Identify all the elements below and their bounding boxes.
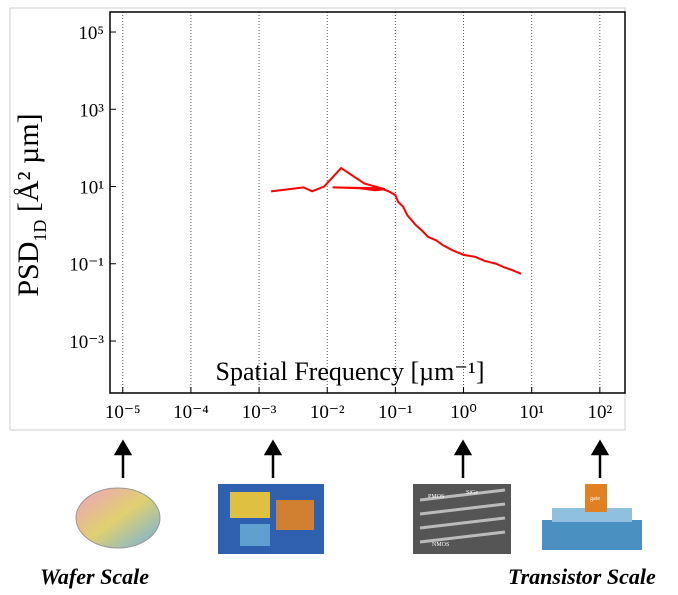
x-tick-label: 10⁻⁴ xyxy=(173,402,209,423)
y-tick-label: 10³ xyxy=(79,100,104,121)
inset-text: SiGe xyxy=(466,490,478,496)
axes-box xyxy=(109,11,626,394)
data-line xyxy=(270,166,522,275)
x-tick-label: 10² xyxy=(587,402,612,423)
inset-text: PMOS xyxy=(428,494,444,500)
y-axis-label-part: [Å² µm] xyxy=(12,113,45,219)
y-axis-label-part: 1D xyxy=(30,220,50,242)
transistor-image: gate xyxy=(542,484,642,550)
inset-text: gate xyxy=(590,496,600,502)
wafer-image xyxy=(75,487,161,549)
y-axis-label-part: PSD xyxy=(12,242,45,297)
x-tick-label: 10⁻³ xyxy=(242,402,277,423)
x-tick-label: 10⁻² xyxy=(310,402,345,423)
x-tick-label: 10⁻⁵ xyxy=(105,402,141,423)
x-tick-label: 10¹ xyxy=(519,402,544,423)
sem-image: PMOS SiGe NMOS xyxy=(413,484,511,554)
y-tick-label: 10¹ xyxy=(79,178,104,199)
inset-text: NMOS xyxy=(432,542,449,548)
x-tick-label: 10⁰ xyxy=(450,402,477,423)
y-tick-label: 10⁻¹ xyxy=(69,255,104,276)
y-tick-label: 10⁵ xyxy=(78,23,104,44)
y-tick-label: 10⁻³ xyxy=(69,332,104,353)
x-axis-label: Spatial Frequency [µm⁻¹] xyxy=(216,357,485,386)
y-axis-label: PSD1D [Å² µm] xyxy=(12,113,50,296)
scale-label: Wafer Scale xyxy=(40,564,149,589)
scale-label: Transistor Scale xyxy=(508,564,656,589)
arrows xyxy=(113,439,610,478)
x-tick-label: 10⁻¹ xyxy=(378,402,413,423)
chip-image xyxy=(218,484,324,554)
frame xyxy=(9,7,626,431)
plot: 10⁻⁵ 10⁻⁴ 10⁻³ 10⁻² 10⁻¹ 10⁰ 10¹ 10² 10⁻³ 10⁻¹ 10¹… xyxy=(12,11,626,423)
